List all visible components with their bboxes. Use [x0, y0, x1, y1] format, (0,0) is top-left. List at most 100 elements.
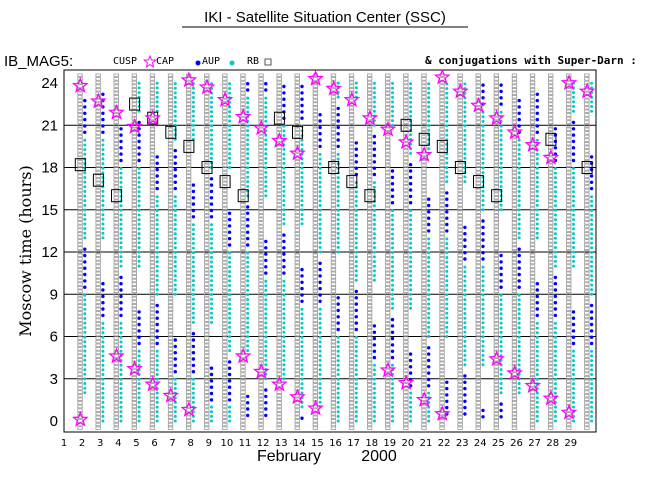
- rb-square: [457, 343, 463, 347]
- cap-dot: [517, 247, 521, 251]
- rb-square: [185, 163, 192, 167]
- rb-square: [548, 181, 554, 185]
- rb-square: [204, 257, 210, 261]
- rb-square: [421, 307, 427, 311]
- aup-dot: [282, 161, 286, 165]
- cap-dot: [535, 111, 539, 116]
- cap-dot: [300, 299, 304, 303]
- rb-square: [113, 307, 119, 311]
- rb-square: [113, 213, 119, 218]
- rb-square: [258, 289, 264, 293]
- aup-dot: [499, 298, 503, 302]
- cap-dot: [535, 98, 539, 103]
- rb-square: [204, 106, 210, 110]
- aup-dot: [572, 377, 575, 381]
- rb-square: [113, 372, 119, 376]
- aup-dot: [300, 307, 304, 311]
- aup-dot: [445, 91, 449, 95]
- cusp-star: [252, 119, 270, 136]
- rb-square: [385, 278, 391, 283]
- aup-dot: [137, 396, 141, 400]
- rb-square: [385, 275, 391, 279]
- rb-square: [276, 138, 282, 142]
- rb-square: [348, 249, 355, 254]
- cap-dot: [336, 132, 340, 136]
- aup-dot: [499, 180, 503, 184]
- rb-square: [204, 264, 210, 268]
- rb-square: [149, 314, 156, 319]
- rb-square: [149, 213, 156, 218]
- rb-square: [312, 267, 319, 272]
- aup-dot: [409, 91, 413, 95]
- rb-square: [131, 411, 138, 416]
- rb-square: [366, 314, 373, 319]
- aup-dot: [282, 372, 286, 376]
- rb-square: [529, 408, 536, 412]
- cap-dot: [83, 117, 87, 122]
- rb-square: [584, 138, 590, 142]
- rb-square: [403, 321, 409, 326]
- aup-dot: [499, 147, 503, 151]
- rb-square: [167, 329, 174, 333]
- rb-square: [566, 199, 572, 203]
- rb-square: [457, 300, 463, 304]
- aup-dot: [264, 298, 268, 302]
- rb-square: [511, 386, 518, 391]
- rb-square: [475, 134, 481, 139]
- cap-dot: [372, 172, 377, 177]
- rb-square: [204, 415, 210, 419]
- rb-square: [439, 318, 445, 322]
- rb-square: [131, 375, 138, 380]
- aup-dot: [372, 81, 376, 85]
- rb-square: [457, 199, 463, 203]
- aup-dot: [463, 349, 467, 353]
- rb-square: [113, 401, 119, 405]
- rb-square: [167, 318, 174, 322]
- rb-square: [330, 401, 337, 405]
- aup-dot: [155, 223, 159, 226]
- rb-square: [457, 181, 463, 185]
- rb-square: [421, 253, 427, 257]
- rb-square: [584, 131, 590, 135]
- aup-dot: [517, 194, 521, 198]
- rb-square: [529, 253, 536, 257]
- aup-dot: [463, 326, 467, 329]
- aup-dot: [553, 387, 557, 390]
- rb-square: [348, 386, 355, 391]
- aup-dot: [300, 363, 304, 367]
- rb-square: [529, 185, 536, 189]
- cap-dot: [191, 183, 196, 187]
- cap-dot: [209, 208, 214, 213]
- rb-square: [529, 156, 536, 160]
- rb-square: [95, 195, 101, 200]
- aup-dot: [137, 236, 141, 240]
- aup-dot: [499, 124, 503, 128]
- rb-square: [95, 170, 101, 175]
- aup-dot: [246, 143, 250, 146]
- aup-dot: [445, 302, 449, 306]
- rb-square: [566, 124, 572, 128]
- rb-square: [403, 177, 409, 182]
- rb-square: [566, 242, 572, 247]
- rb-square: [77, 224, 83, 229]
- cap-dot: [264, 401, 268, 405]
- rb-square: [149, 390, 156, 394]
- rb-square: [77, 228, 83, 232]
- rb-square: [475, 170, 481, 175]
- rb-square: [330, 224, 337, 229]
- rb-square: [366, 372, 373, 376]
- rb-square: [548, 386, 554, 391]
- rb-square: [421, 383, 427, 387]
- rb-square: [457, 174, 463, 178]
- rb-square: [185, 185, 192, 189]
- rb-square: [366, 357, 373, 362]
- rb-square: [167, 159, 174, 164]
- rb-square: [258, 239, 264, 243]
- rb-square: [584, 375, 590, 380]
- rb-square: [439, 285, 445, 290]
- rb-square: [131, 321, 138, 326]
- aup-dot: [119, 185, 123, 189]
- rb-square: [457, 379, 463, 383]
- rb-square: [566, 138, 572, 142]
- rb-square: [548, 91, 554, 95]
